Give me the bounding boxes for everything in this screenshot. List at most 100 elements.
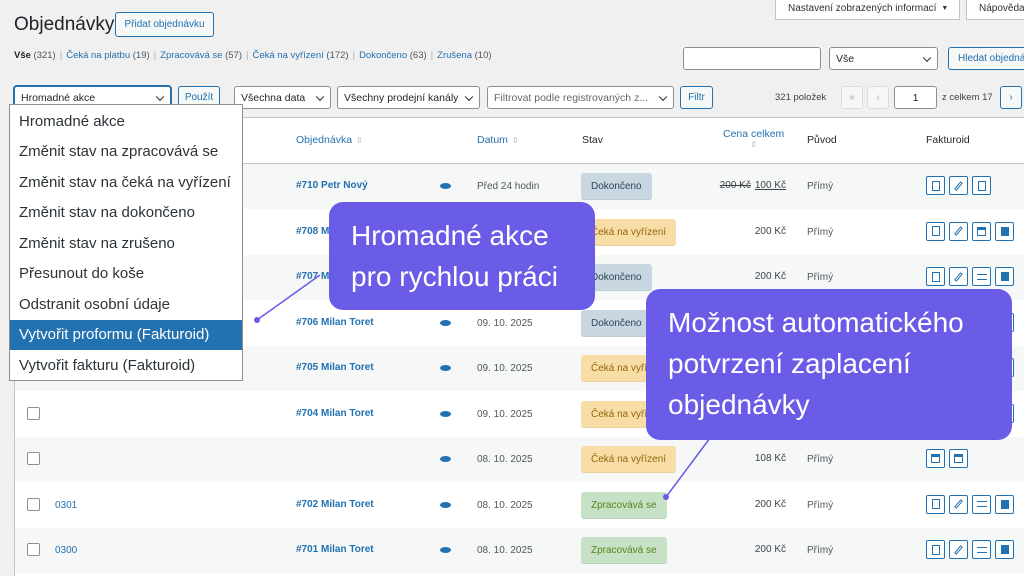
status-filter-label[interactable]: Zpracovává se [160, 50, 223, 61]
page-title: Objednávky [14, 14, 115, 35]
fakturoid-action[interactable] [972, 176, 991, 195]
column-header: Původ [807, 134, 837, 146]
fakturoid-action[interactable] [972, 221, 991, 241]
order-link[interactable]: #710 Petr Nový [296, 180, 368, 191]
menu-option[interactable]: Změnit stav na zpracovává se [19, 143, 219, 161]
fakturoid-action[interactable] [949, 540, 968, 559]
menu-option[interactable]: Hromadné akce [19, 112, 125, 130]
fakturoid-action[interactable] [949, 494, 968, 514]
status-filter[interactable]: Čeká na platbu (19) [66, 50, 149, 61]
menu-option[interactable]: Změnit stav na čeká na vyřízení [19, 173, 231, 191]
menu-option[interactable]: Odstranit osobní údaje [19, 295, 170, 313]
invoice-number[interactable]: 0300 [55, 545, 78, 556]
action-glyph [931, 499, 940, 509]
order-total: 200 Kč [755, 499, 786, 510]
column-header: Fakturoid [926, 134, 970, 146]
column-header[interactable]: Objednávka ⇳ [296, 134, 363, 146]
fakturoid-action[interactable] [949, 221, 968, 241]
fakturoid-action[interactable] [972, 494, 991, 514]
preview-icon[interactable] [440, 319, 451, 326]
status-filter[interactable]: Dokončeno (63) [359, 50, 427, 61]
fakturoid-action[interactable] [995, 267, 1014, 286]
fakturoid-action[interactable] [926, 267, 945, 286]
fakturoid-action[interactable] [972, 267, 991, 286]
menu-option[interactable]: Změnit stav na zrušeno [19, 234, 175, 252]
order-link[interactable]: #707 M [296, 271, 330, 282]
menu-option[interactable]: Přesunout do koše [19, 265, 145, 283]
status-filter[interactable]: Čeká na vyřízení (172) [252, 50, 348, 61]
channel-filter[interactable]: Všechny prodejní kanály [337, 86, 480, 109]
help-button[interactable]: Nápověda [966, 0, 1024, 20]
status-filter-label[interactable]: Čeká na vyřízení [252, 50, 324, 61]
fakturoid-action[interactable] [949, 267, 968, 286]
preview-icon[interactable] [440, 365, 451, 371]
fakturoid-action[interactable] [972, 540, 991, 559]
search-input[interactable] [683, 47, 821, 70]
fakturoid-action[interactable] [926, 540, 945, 559]
status-filter[interactable]: Zrušena (10) [437, 50, 491, 61]
invoice-number[interactable]: 0301 [55, 499, 78, 511]
callout-line: objednávky [668, 389, 810, 420]
first-page-button[interactable]: « [841, 86, 863, 109]
screen-options-button[interactable]: Nastavení zobrazených informací ▼ [775, 0, 960, 20]
row-checkbox[interactable] [27, 497, 40, 511]
search-button[interactable]: Hledat objednávky [948, 47, 1024, 70]
column-header-label[interactable]: Datum [477, 134, 508, 146]
callout: Hromadné akce pro rychlou práci [329, 202, 595, 310]
menu-option[interactable]: Změnit stav na dokončeno [19, 204, 195, 222]
order-link[interactable]: #708 M [296, 225, 330, 237]
sort-indicator: ⇳ [356, 136, 363, 145]
fakturoid-action[interactable] [926, 494, 945, 514]
callout: Možnost automatického potvrzení zaplacení… [646, 289, 1012, 440]
prev-page-button[interactable]: ‹ [867, 86, 889, 109]
next-page-button[interactable]: › [1000, 86, 1022, 109]
status-filter[interactable]: Zpracovává se (57) [160, 50, 242, 61]
fakturoid-action[interactable] [995, 494, 1014, 514]
order-origin: Přímý [807, 499, 834, 511]
fakturoid-action[interactable] [995, 221, 1014, 241]
current-page-input[interactable]: 1 [894, 86, 937, 109]
order-link[interactable]: #706 Milan Toret [296, 316, 374, 328]
status-filter-label[interactable]: Vše [14, 50, 31, 61]
column-header[interactable]: Datum ⇳ [477, 134, 519, 146]
bulk-action-select[interactable]: Hromadné akce [14, 86, 171, 109]
status-filter-label[interactable]: Dokončeno [359, 50, 408, 61]
customer-filter[interactable]: Filtrovat podle registrovaných z... [487, 86, 674, 109]
search-scope-select[interactable]: Vše [829, 47, 938, 70]
fakturoid-action[interactable] [995, 540, 1014, 559]
order-link[interactable]: #704 Milan Toret [296, 407, 374, 419]
preview-icon[interactable] [440, 183, 451, 189]
preview-icon[interactable] [440, 501, 451, 508]
row-checkbox[interactable] [27, 452, 40, 465]
status-badge: Zpracovává se [581, 491, 667, 519]
fakturoid-action[interactable] [949, 449, 968, 468]
column-header[interactable]: Cena celkem ⇳ [723, 128, 784, 149]
status-filter-label[interactable]: Čeká na platbu [66, 50, 131, 61]
preview-icon[interactable] [440, 456, 451, 462]
date-filter[interactable]: Všechna data [234, 86, 331, 109]
menu-option[interactable]: Vytvořit fakturu (Fakturoid) [19, 356, 196, 374]
preview-icon[interactable] [440, 410, 451, 417]
filter-button[interactable]: Filtr [680, 86, 713, 109]
fakturoid-action[interactable] [926, 449, 945, 468]
fakturoid-action[interactable] [926, 221, 945, 241]
row-checkbox[interactable] [27, 406, 40, 420]
menu-option[interactable]: Vytvořit proformu (Fakturoid) [10, 319, 242, 350]
status-label: Zpracovává se [591, 545, 657, 556]
column-header-label[interactable]: Objednávka [296, 134, 353, 146]
action-glyph [931, 454, 940, 463]
fakturoid-action[interactable] [926, 176, 945, 195]
preview-icon[interactable] [440, 547, 451, 553]
order-link[interactable]: #705 Milan Toret [296, 362, 374, 373]
order-link[interactable]: #702 Milan Toret [296, 498, 374, 510]
action-glyph [1000, 545, 1009, 554]
status-filter[interactable]: Vše (321) [14, 50, 56, 61]
add-order-button[interactable]: Přidat objednávku [115, 12, 214, 37]
row-checkbox[interactable] [27, 543, 40, 556]
order-link[interactable]: #701 Milan Toret [296, 544, 374, 555]
status-filter-label[interactable]: Zrušena [437, 50, 472, 61]
fakturoid-action[interactable] [949, 176, 968, 195]
total-amount: 200 Kč [754, 498, 786, 510]
column-header-label[interactable]: Cena celkem [723, 128, 785, 140]
